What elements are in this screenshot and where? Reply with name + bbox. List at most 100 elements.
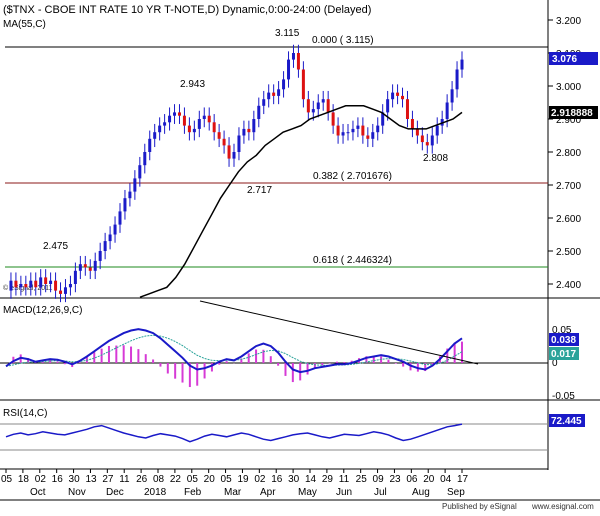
x-month-label: Jul — [374, 487, 387, 498]
x-day-label: 16 — [271, 474, 283, 485]
candle-up — [73, 270, 77, 284]
candle-up — [346, 132, 350, 134]
candle-up — [262, 99, 266, 106]
macd-tick-neg005: -0.05 — [552, 391, 575, 402]
fib-label-0: 0.000 ( 3.115) — [312, 35, 374, 46]
x-month-label: Aug — [412, 487, 430, 498]
x-month-label: Jun — [336, 487, 352, 498]
candle-up — [376, 125, 380, 133]
candle-up — [386, 99, 390, 113]
price-tick-label: 2.600 — [556, 214, 581, 225]
x-day-label: 30 — [69, 474, 81, 485]
candle-up — [450, 89, 454, 103]
footer-left: Published by eSignal — [442, 502, 517, 511]
macd-signal-value: 0.017 — [551, 349, 576, 360]
x-day-label: 16 — [52, 474, 64, 485]
candle-up — [138, 165, 142, 179]
candle-down — [410, 119, 414, 129]
x-day-label: 05 — [1, 474, 13, 485]
candle-down — [306, 99, 310, 113]
x-day-label: 19 — [237, 474, 249, 485]
candle-up — [93, 260, 97, 271]
candle-down — [217, 132, 221, 139]
candle-down — [361, 125, 365, 136]
candle-down — [88, 267, 92, 271]
x-day-label: 04 — [440, 474, 452, 485]
macd-label: MACD(12,26,9,C) — [3, 305, 82, 316]
candle-up — [455, 69, 459, 90]
candle-up — [133, 178, 137, 192]
annotation-3115: 3.115 — [275, 28, 300, 39]
candle-down — [396, 92, 400, 96]
x-month-label: Mar — [224, 487, 242, 498]
macd-value: 0.038 — [551, 335, 576, 346]
x-day-label: 13 — [85, 474, 97, 485]
price-tick-label: 2.900 — [556, 115, 581, 126]
candle-up — [287, 59, 291, 80]
candle-up — [282, 79, 286, 90]
price-candles — [9, 44, 464, 303]
macd-tick-005: 0.05 — [552, 325, 572, 336]
x-day-label: 05 — [187, 474, 199, 485]
x-day-label: 06 — [406, 474, 418, 485]
candle-up — [202, 115, 206, 119]
price-tick-label: 3.000 — [556, 82, 581, 93]
candle-up — [192, 128, 196, 133]
fibonacci-levels: 0.000 ( 3.115) 0.382 ( 2.701676) 0.618 (… — [5, 35, 548, 268]
last-price-value: 3.076 — [552, 54, 577, 65]
candle-up — [63, 287, 67, 294]
annotation-2475: 2.475 — [43, 241, 68, 252]
x-day-label: 22 — [170, 474, 182, 485]
candle-up — [49, 280, 53, 284]
candle-up — [118, 211, 122, 225]
x-day-label: 02 — [35, 474, 47, 485]
candle-down — [420, 135, 424, 143]
candle-up — [98, 251, 102, 261]
candle-down — [326, 99, 330, 113]
macd-tick-0: 0 — [552, 358, 558, 369]
candle-down — [222, 138, 226, 146]
candle-up — [78, 264, 82, 271]
price-tick-label: 2.400 — [556, 280, 581, 291]
candle-up — [168, 115, 172, 123]
candle-up — [341, 132, 345, 136]
candle-up — [460, 59, 464, 70]
annotation-2943: 2.943 — [180, 79, 205, 90]
candle-down — [34, 280, 38, 288]
candle-down — [301, 69, 305, 100]
x-month-label: Sep — [447, 487, 465, 498]
candle-down — [296, 53, 300, 70]
candle-up — [113, 224, 117, 235]
x-day-label: 14 — [305, 474, 317, 485]
candle-down — [272, 92, 276, 96]
macd-trendline — [199, 300, 479, 365]
x-day-label: 08 — [153, 474, 165, 485]
watermark: © eSignal, 2011 — [3, 284, 53, 292]
ma-legend: MA(55,C) — [3, 19, 46, 30]
candle-down — [54, 280, 58, 291]
candle-down — [83, 264, 87, 268]
chart-title: ($TNX - CBOE INT RATE 10 YR T-NOTE,D) Dy… — [3, 4, 371, 16]
x-day-label: 25 — [356, 474, 368, 485]
candle-up — [29, 280, 33, 288]
candle-up — [19, 284, 23, 288]
candle-up — [371, 132, 375, 139]
candle-up — [143, 152, 147, 166]
candle-up — [232, 152, 236, 159]
x-day-label: 20 — [204, 474, 216, 485]
footer-url: www.esignal.com — [531, 502, 594, 511]
x-month-label: Dec — [106, 487, 124, 498]
candle-down — [247, 128, 251, 133]
candle-up — [103, 241, 107, 251]
x-day-label: 27 — [102, 474, 114, 485]
x-day-label: 26 — [136, 474, 148, 485]
candle-down — [331, 112, 335, 126]
fib-label-382: 0.382 ( 2.701676) — [313, 171, 392, 182]
macd-signal-line — [5, 334, 463, 367]
rsi-value-box — [549, 414, 585, 427]
candle-up — [197, 119, 201, 129]
annotation-2717: 2.717 — [247, 185, 272, 196]
x-day-label: 11 — [119, 474, 130, 485]
candle-down — [187, 125, 191, 133]
